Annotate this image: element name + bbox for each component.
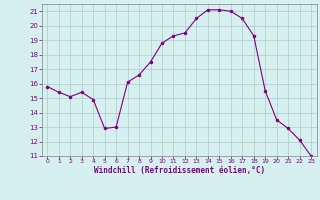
X-axis label: Windchill (Refroidissement éolien,°C): Windchill (Refroidissement éolien,°C) [94,166,265,175]
